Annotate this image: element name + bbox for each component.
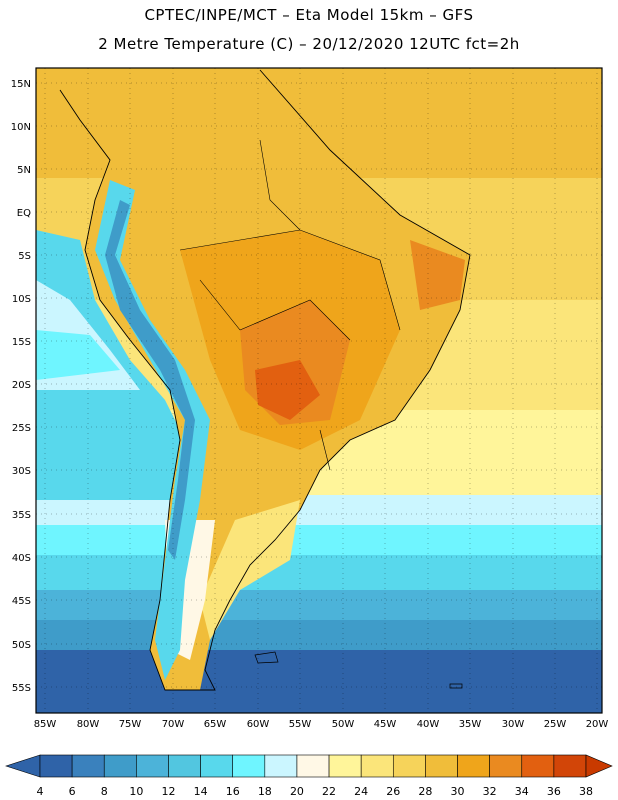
colorbar-swatch — [425, 754, 458, 778]
lon-label: 60W — [247, 719, 270, 730]
lon-label: 70W — [162, 719, 185, 730]
colorbar-label: 34 — [515, 785, 529, 798]
colorbar-label: 10 — [129, 785, 143, 798]
colorbar-swatch — [457, 754, 490, 778]
lat-label: 20S — [12, 380, 31, 391]
lon-label: 25W — [544, 719, 567, 730]
colorbar-label: 22 — [322, 785, 336, 798]
colorbar-label: 16 — [226, 785, 240, 798]
lon-label: 75W — [119, 719, 142, 730]
lat-label: 40S — [12, 553, 31, 564]
lon-label: 35W — [459, 719, 482, 730]
colorbar-swatch — [360, 754, 394, 778]
colorbar-label: 18 — [258, 785, 272, 798]
longitude-labels: 85W 80W 75W 70W 65W 60W 55W 50W 45W 40W … — [34, 719, 609, 730]
map-title-line-2: 2 Metre Temperature (C) – 20/12/2020 12U… — [98, 35, 520, 53]
temperature-field — [36, 68, 602, 713]
map-title-line-1: CPTEC/INPE/MCT – Eta Model 15km – GFS — [144, 6, 474, 24]
lon-label: 45W — [374, 719, 397, 730]
colorbar-swatch — [232, 754, 266, 778]
colorbar-swatch — [392, 754, 426, 778]
colorbar-swatch — [200, 754, 234, 778]
colorbar-swatch — [521, 754, 555, 778]
colorbar-label: 8 — [101, 785, 108, 798]
colorbar-label: 36 — [547, 785, 561, 798]
colorbar-label: 24 — [354, 785, 368, 798]
lat-label: 25S — [12, 423, 31, 434]
colorbar-swatch — [489, 754, 523, 778]
colorbar-high-arrow — [585, 754, 613, 778]
lat-label: 5N — [17, 165, 31, 176]
lat-label: 15S — [12, 337, 31, 348]
colorbar-swatch — [296, 754, 330, 778]
colorbar-swatch — [553, 754, 587, 778]
latitude-labels: 15N 10N 5N EQ 5S 10S 15S 20S 25S 30S 35S… — [11, 79, 31, 694]
lon-label: 65W — [204, 719, 227, 730]
colorbar-label: 4 — [37, 785, 44, 798]
colorbar-swatch — [136, 754, 169, 778]
colorbar-label: 30 — [451, 785, 465, 798]
colorbar-label: 28 — [418, 785, 432, 798]
colorbar: 4 6 8 10 12 14 16 18 20 22 24 26 28 30 32 34 36 38 — [5, 754, 613, 798]
colorbar-swatch — [168, 754, 201, 778]
lon-label: 20W — [586, 719, 609, 730]
colorbar-low-arrow — [5, 754, 41, 778]
lat-label: 50S — [12, 640, 31, 651]
colorbar-label: 38 — [579, 785, 593, 798]
lon-label: 50W — [332, 719, 355, 730]
lon-label: 40W — [417, 719, 440, 730]
colorbar-label: 26 — [386, 785, 400, 798]
colorbar-swatch — [264, 754, 298, 778]
lat-label: 10S — [12, 294, 31, 305]
colorbar-label: 6 — [69, 785, 76, 798]
colorbar-swatch — [103, 754, 137, 778]
lon-label: 80W — [77, 719, 100, 730]
lat-label: 10N — [11, 122, 31, 133]
lon-label: 85W — [34, 719, 57, 730]
colorbar-swatch — [39, 754, 73, 778]
colorbar-label: 14 — [194, 785, 208, 798]
lat-label: 35S — [12, 510, 31, 521]
map-frame — [35, 67, 603, 714]
lat-label: 15N — [11, 79, 31, 90]
colorbar-label: 32 — [483, 785, 497, 798]
colorbar-label: 12 — [161, 785, 175, 798]
colorbar-label: 20 — [290, 785, 304, 798]
colorbar-swatch — [328, 754, 362, 778]
colorbar-swatch — [71, 754, 105, 778]
lat-label: EQ — [17, 208, 31, 219]
lat-label: 45S — [12, 596, 31, 607]
lon-label: 30W — [502, 719, 525, 730]
lon-label: 55W — [289, 719, 312, 730]
lat-label: 5S — [18, 251, 31, 262]
lat-label: 55S — [12, 683, 31, 694]
lat-label: 30S — [12, 466, 31, 477]
